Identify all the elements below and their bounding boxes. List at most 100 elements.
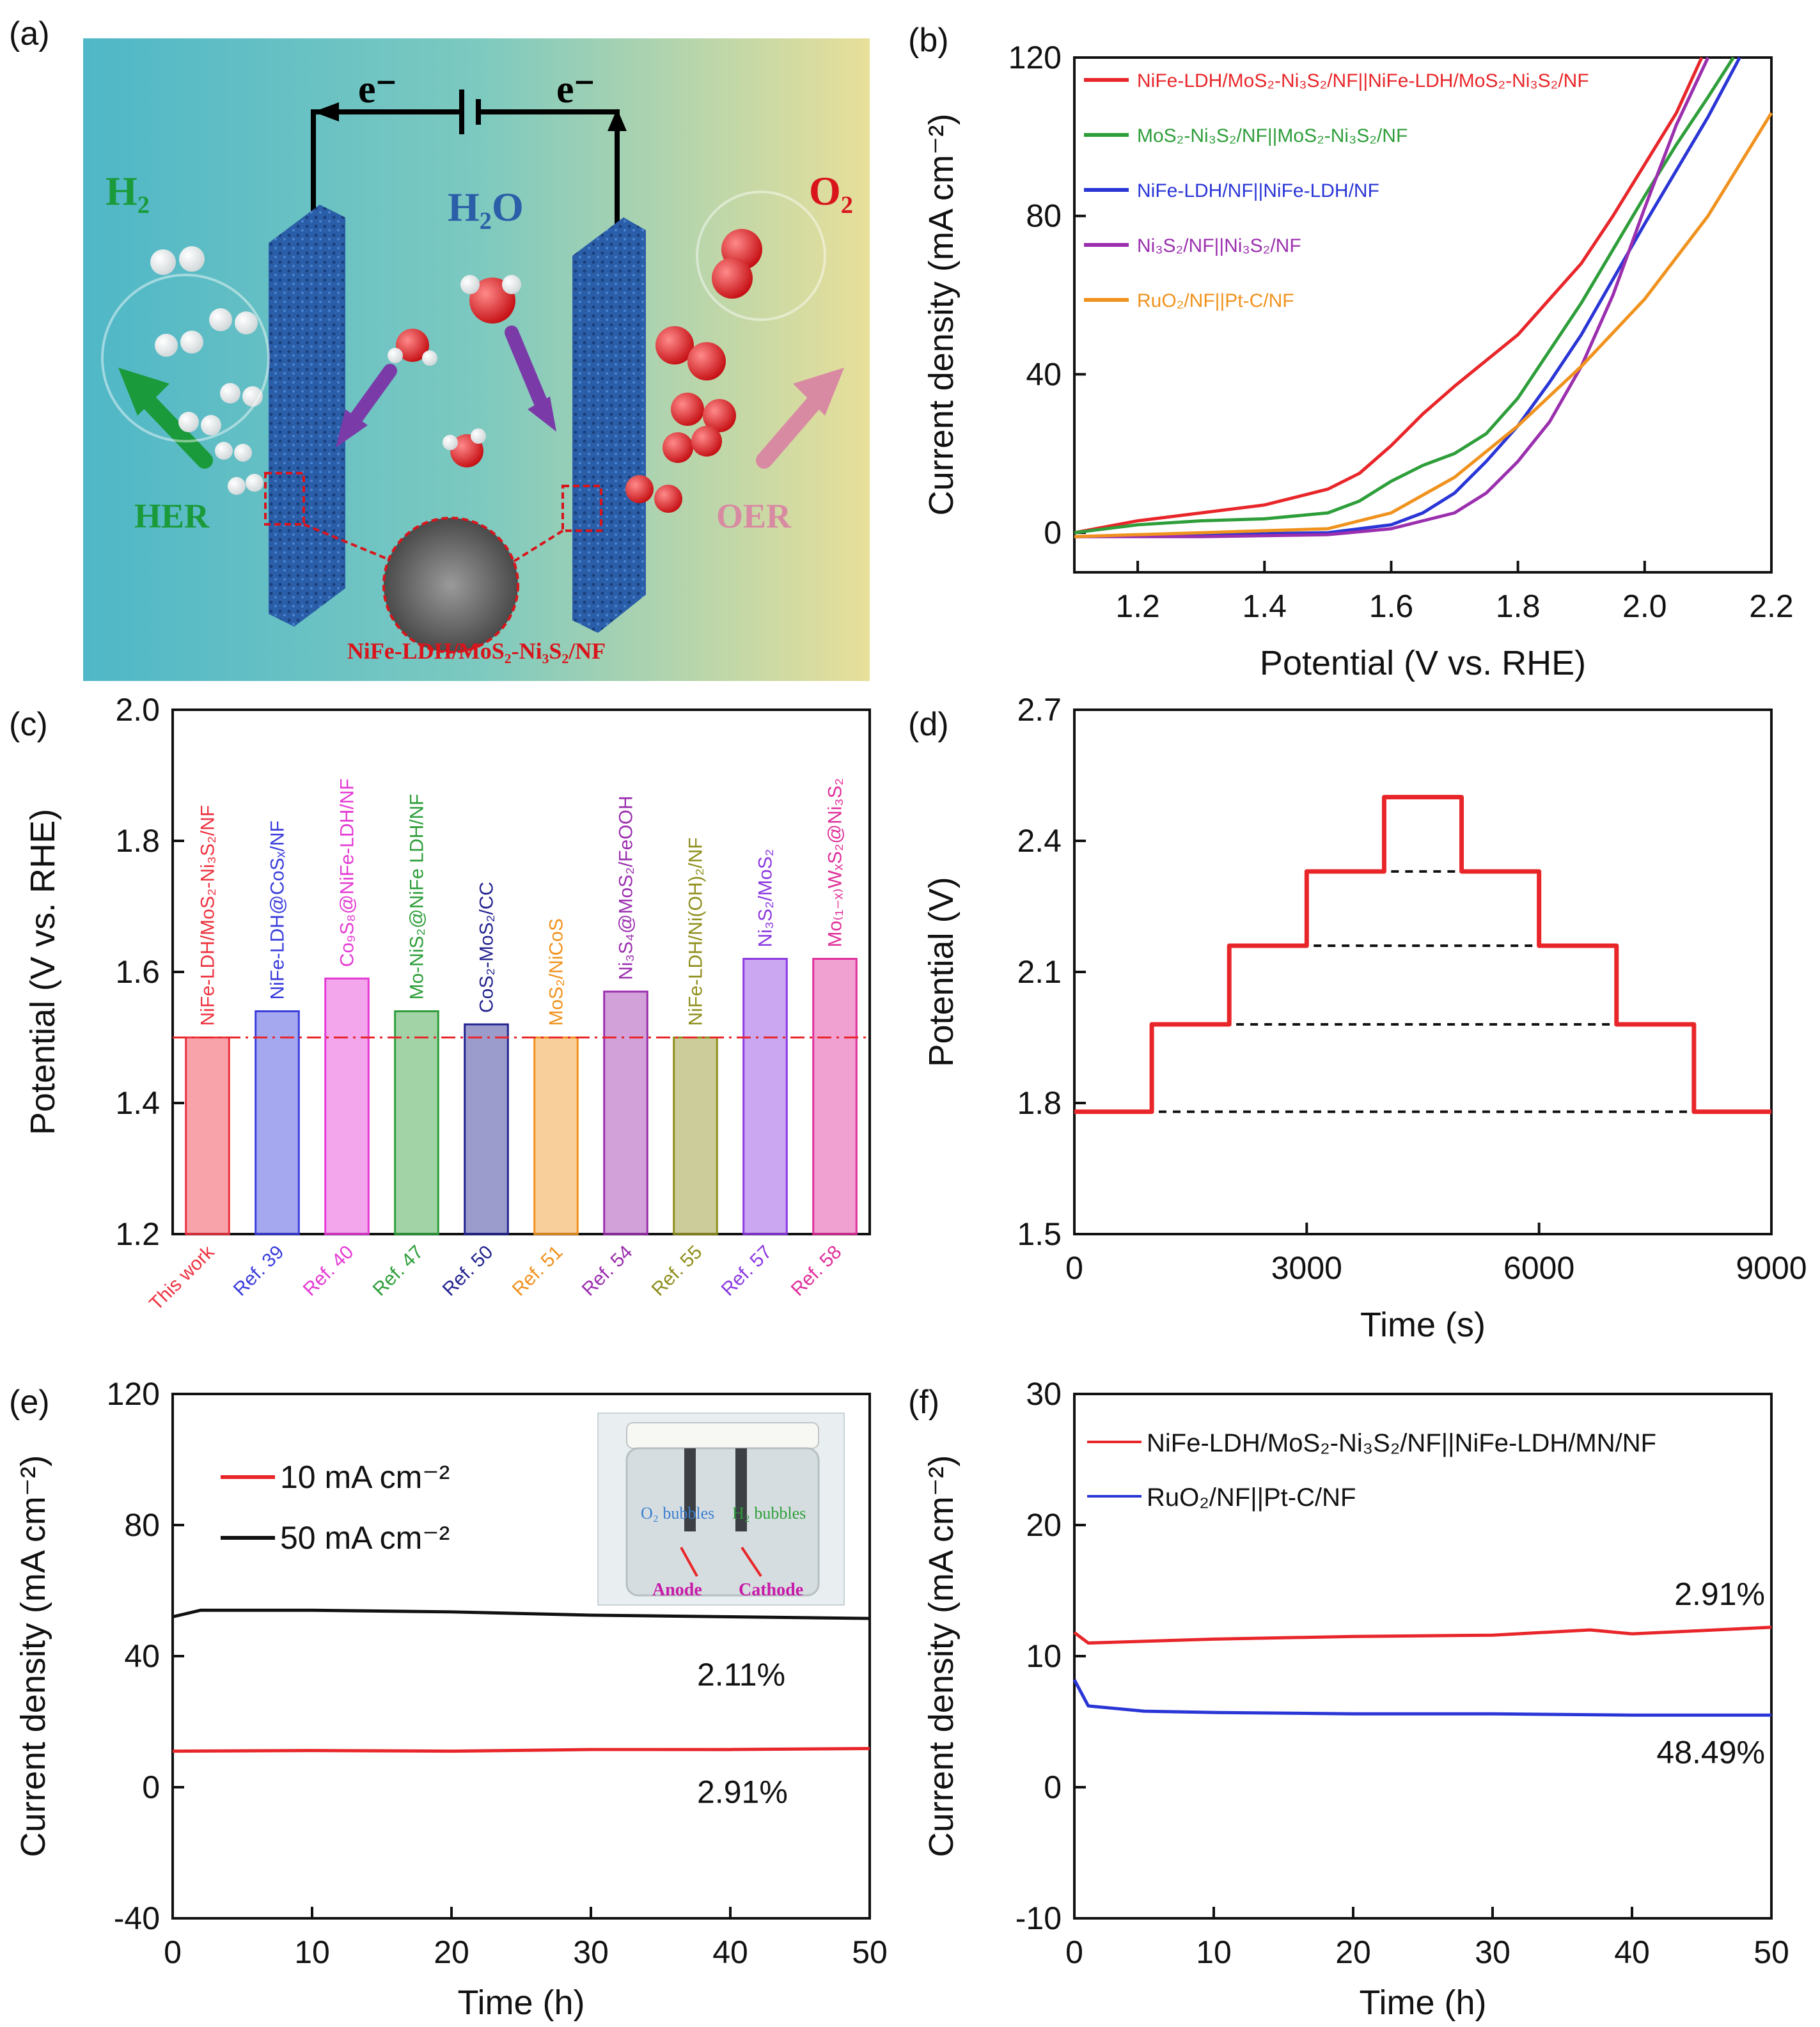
- chart-c-category-label: Ref. 50: [439, 1242, 498, 1301]
- chart-c-bar: [673, 1037, 718, 1235]
- chart-f-ytick-label: 0: [1044, 1769, 1062, 1805]
- chart-e-xtick-label: 30: [573, 1934, 609, 1970]
- chart-c-ytick-label: 1.2: [115, 1216, 160, 1252]
- chart-d-ytick-label: 2.4: [1017, 823, 1062, 859]
- chart-b-ytick-label: 0: [1044, 515, 1062, 551]
- chart-f-ytick-label: -10: [1016, 1900, 1062, 1936]
- chart-d-ytick-label: 1.5: [1017, 1216, 1062, 1252]
- panel-letter-f: (f): [908, 1384, 939, 1421]
- electron-arrow-up: [608, 109, 627, 131]
- chart-b-legend-label: NiFe-LDH/NF||NiFe-LDH/NF: [1137, 180, 1379, 201]
- chart-c-bar: [603, 990, 648, 1235]
- her-label: HER: [134, 497, 210, 535]
- chart-b-xtick-label: 1.4: [1243, 588, 1287, 624]
- chart-c-bar: [533, 1037, 579, 1235]
- chart-b-series-line-2: [1074, 56, 1741, 538]
- chart-f-xtick-label: 40: [1614, 1934, 1650, 1970]
- chart-d-series-line-0: [1074, 795, 1771, 1115]
- chart-b-ytick-label: 120: [1008, 40, 1062, 75]
- chart-c-bar-label: CoS₂-MoS₂/CC: [476, 882, 498, 1013]
- chart-c-bar: [464, 1023, 509, 1235]
- inset-cathode-arrow: [741, 1546, 762, 1577]
- electron-arrow-left: [313, 102, 339, 121]
- chart-e-ytick-label: 0: [142, 1769, 160, 1805]
- chart-c-category-label: Ref. 40: [299, 1242, 358, 1301]
- chart-c: 1.2 1.4 1.6 1.8 2.0 NiFe-LDH/MoS₂-Ni₃S₂/NF Th…: [24, 692, 871, 1315]
- chart-d-frame: [1073, 708, 1773, 1235]
- chart-f-xtick-label: 0: [1065, 1934, 1083, 1970]
- electron-label-left: e⁻: [358, 68, 396, 111]
- chart-b-xtick-label: 2.0: [1622, 588, 1667, 624]
- inset-beaker-lid: [626, 1422, 819, 1449]
- zoom-box-left: [264, 472, 305, 526]
- chart-c-bar: [742, 958, 788, 1235]
- chart-f-ytick-label: 10: [1026, 1638, 1062, 1674]
- chart-f-ytick-label: 20: [1026, 1507, 1062, 1543]
- chart-f-xlabel: Time (h): [1360, 1984, 1487, 2022]
- chart-c-category-label: Ref. 51: [508, 1242, 567, 1301]
- chart-c-bar-label: Ni₃S₄@MoS₂/FeOOH: [616, 795, 637, 980]
- chart-e-ylabel: Current density (mA cm⁻²): [14, 1455, 52, 1858]
- chart-c-ytick-label: 1.8: [115, 823, 160, 859]
- chart-d-ylabel: Potential (V): [922, 877, 961, 1067]
- chart-b-series-line-4: [1074, 112, 1773, 538]
- chart-c-bar: [394, 1010, 439, 1235]
- chart-b-ytick-label: 40: [1026, 356, 1062, 392]
- chart-b-xtick-label: 1.2: [1115, 588, 1160, 624]
- zoom-line-left: [303, 523, 397, 564]
- water-molecules-icon: [388, 275, 521, 467]
- chart-f-ytick-label: 30: [1026, 1376, 1062, 1412]
- anode-electrode: [572, 217, 646, 633]
- chart-c-ytick-label: 1.6: [115, 954, 160, 990]
- chart-c-category-label: Ref. 47: [369, 1242, 428, 1301]
- chart-d-ytick-label: 2.1: [1017, 954, 1062, 990]
- chart-d-xtick-label: 9000: [1736, 1250, 1807, 1286]
- chart-b-ytick-label: 80: [1026, 198, 1062, 234]
- inset-cathode-label: Cathode: [739, 1580, 803, 1600]
- chart-f-annotation: 48.49%: [1656, 1734, 1765, 1770]
- chart-e-ytick-label: 80: [124, 1507, 160, 1543]
- zoom-box-right: [561, 485, 602, 532]
- chart-d-xtick-label: 3000: [1271, 1250, 1342, 1286]
- chart-d-xtick-label: 6000: [1503, 1250, 1574, 1286]
- inset-o2-label: O₂ bubbles: [641, 1504, 714, 1522]
- water-arrowhead-left-icon: [336, 409, 368, 448]
- chart-e-legend-label: 50 mA cm⁻²: [280, 1520, 450, 1556]
- chart-c-ytick-label: 1.4: [115, 1085, 160, 1121]
- chart-f-legend-label: NiFe-LDH/MoS₂-Ni₃S₂/NF||NiFe-LDH/MN/NF: [1147, 1429, 1656, 1457]
- chart-b-xlabel: Potential (V vs. RHE): [1260, 644, 1586, 682]
- h2-bubbles-icon: [101, 246, 270, 495]
- panel-letter-c: (c): [9, 706, 48, 743]
- chart-f-legend-label: RuO₂/NF||Pt-C/NF: [1147, 1483, 1356, 1512]
- chart-b-xtick-label: 1.8: [1496, 588, 1541, 624]
- inset-beaker: [625, 1447, 820, 1597]
- inset-anode-arrow: [680, 1547, 698, 1577]
- chart-f-ylabel: Current density (mA cm⁻²): [922, 1455, 961, 1858]
- chart-d-ytick-label: 2.7: [1017, 692, 1062, 728]
- chart-c-bar-label: MoS₂/NiCoS: [546, 918, 567, 1026]
- electron-label-right: e⁻: [556, 68, 595, 111]
- chart-e-legend-label: 10 mA cm⁻²: [280, 1459, 450, 1495]
- chart-c-category-label: This work: [145, 1241, 219, 1315]
- chart-e-annotation: 2.11%: [697, 1657, 785, 1693]
- chart-c-bar-label: NiFe-LDH/MoS₂-Ni₃S₂/NF: [198, 805, 219, 1026]
- chart-c-bar-label: Mo₍₁₋ₓ₎WₓS₂@Ni₃S₂: [825, 778, 846, 948]
- catalyst-label: NiFe-LDH/MoS₂-Ni₃S₂/NF: [347, 638, 606, 664]
- her-arrowhead-icon: [118, 368, 169, 416]
- chart-f-xtick-label: 20: [1335, 1934, 1371, 1970]
- chart-e-xtick-label: 20: [434, 1934, 469, 1970]
- o2-bubbles-icon: [625, 191, 826, 513]
- chart-b-xtick-label: 2.2: [1749, 588, 1794, 624]
- chart-d: 0 3000 6000 9000 1.5 1.8 2.1 2.4 2.7 Time (s) Po…: [922, 692, 1807, 1344]
- chart-c-bar-label: NiFe-LDH/Ni(OH)₂/NF: [686, 838, 707, 1026]
- o2-label: O₂: [809, 168, 853, 214]
- chart-f-series-line-0: [1073, 1625, 1772, 1645]
- water-arrowhead-right-icon: [528, 396, 556, 432]
- chart-f-frame: [1073, 1393, 1773, 1920]
- chart-b-ylabel: Current density (mA cm⁻²): [922, 114, 961, 516]
- chart-f-xtick-label: 30: [1475, 1934, 1510, 1970]
- chart-f-annotation: 2.91%: [1674, 1576, 1765, 1612]
